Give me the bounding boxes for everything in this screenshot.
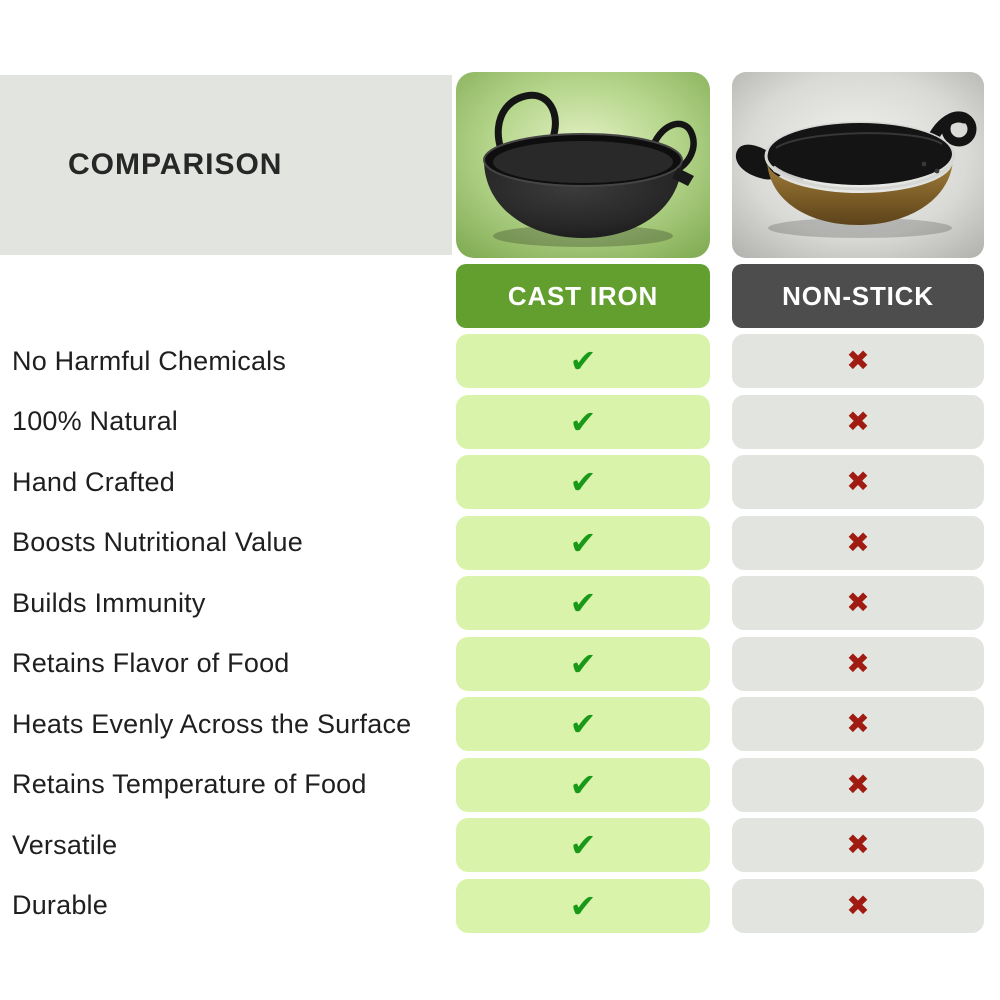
feature-label: 100% Natural xyxy=(12,406,178,436)
non-stick-header-label: NON-STICK xyxy=(782,280,934,311)
cross-icon: ✖ xyxy=(846,465,870,498)
cross-icon: ✖ xyxy=(846,586,870,619)
feature-label: Boosts Nutritional Value xyxy=(12,527,303,557)
check-icon: ✔ xyxy=(569,523,597,562)
check-icon: ✔ xyxy=(569,886,597,925)
non-stick-cell: ✖ xyxy=(732,334,984,388)
table-row: Durable ✔ ✖ xyxy=(0,878,1000,940)
cross-icon: ✖ xyxy=(846,888,870,922)
cast-iron-cell: ✔ xyxy=(456,636,710,691)
non-stick-cell: ✖ xyxy=(732,515,984,570)
check-icon: ✔ xyxy=(569,765,597,804)
check-icon: ✔ xyxy=(569,463,597,501)
table-row: Builds Immunity ✔ ✖ xyxy=(0,576,1000,637)
feature-label: Retains Flavor of Food xyxy=(12,648,290,678)
cast-iron-cell: ✔ xyxy=(456,515,710,570)
cast-iron-column-header: CAST IRON xyxy=(456,264,710,328)
check-icon: ✔ xyxy=(569,402,597,441)
cast-iron-cell: ✔ xyxy=(456,878,710,933)
feature-label: Hand Crafted xyxy=(12,466,175,497)
feature-label: Retains Temperature of Food xyxy=(12,769,367,799)
cast-iron-product-image xyxy=(456,72,710,258)
feature-label: Versatile xyxy=(12,829,118,860)
feature-label: Heats Evenly Across the Surface xyxy=(12,708,412,739)
table-row: Retains Flavor of Food ✔ ✖ xyxy=(0,636,1000,698)
table-row: Hand Crafted ✔ ✖ xyxy=(0,455,1000,516)
non-stick-cell: ✖ xyxy=(732,757,984,812)
non-stick-cell: ✖ xyxy=(732,455,984,509)
cast-iron-cell: ✔ xyxy=(456,757,710,812)
check-icon: ✔ xyxy=(569,644,597,683)
table-row: Versatile ✔ ✖ xyxy=(0,818,1000,879)
non-stick-kadai-illustration xyxy=(732,72,984,258)
feature-label: Durable xyxy=(12,890,108,920)
table-row: Retains Temperature of Food ✔ ✖ xyxy=(0,757,1000,819)
non-stick-cell: ✖ xyxy=(732,697,984,751)
cross-icon: ✖ xyxy=(846,404,870,438)
check-icon: ✔ xyxy=(569,584,597,622)
cross-icon: ✖ xyxy=(846,344,870,377)
cross-icon: ✖ xyxy=(846,707,870,740)
feature-label: No Harmful Chemicals xyxy=(12,345,287,376)
check-icon: ✔ xyxy=(569,826,597,864)
comparison-header-band: COMPARISON xyxy=(0,75,452,255)
check-icon: ✔ xyxy=(569,342,597,380)
non-stick-product-image xyxy=(732,72,984,258)
non-stick-cell: ✖ xyxy=(732,636,984,691)
feature-label: Builds Immunity xyxy=(12,587,206,618)
cast-iron-cell: ✔ xyxy=(456,394,710,449)
cast-iron-cell: ✔ xyxy=(456,455,710,509)
table-row: Boosts Nutritional Value ✔ ✖ xyxy=(0,515,1000,577)
table-row: Heats Evenly Across the Surface ✔ ✖ xyxy=(0,697,1000,758)
cross-icon: ✖ xyxy=(846,646,870,680)
cross-icon: ✖ xyxy=(846,767,870,801)
cast-iron-cell: ✔ xyxy=(456,334,710,388)
table-row: No Harmful Chemicals ✔ ✖ xyxy=(0,334,1000,395)
cast-iron-header-label: CAST IRON xyxy=(507,280,659,311)
non-stick-cell: ✖ xyxy=(732,394,984,449)
page-title: COMPARISON xyxy=(68,148,283,181)
check-icon: ✔ xyxy=(569,705,597,743)
cast-iron-cell: ✔ xyxy=(456,697,710,751)
non-stick-cell: ✖ xyxy=(732,878,984,933)
non-stick-cell: ✖ xyxy=(732,576,984,630)
non-stick-column-header: NON-STICK xyxy=(732,264,984,328)
cast-iron-cell: ✔ xyxy=(456,576,710,630)
cast-iron-kadai-illustration xyxy=(456,72,710,258)
cross-icon: ✖ xyxy=(846,525,870,559)
cast-iron-cell: ✔ xyxy=(456,818,710,872)
cross-icon: ✖ xyxy=(846,828,870,861)
non-stick-cell: ✖ xyxy=(732,818,984,872)
table-row: 100% Natural ✔ ✖ xyxy=(0,394,1000,456)
feature-rows: No Harmful Chemicals ✔ ✖ 100% Natural ✔ … xyxy=(0,334,1000,939)
